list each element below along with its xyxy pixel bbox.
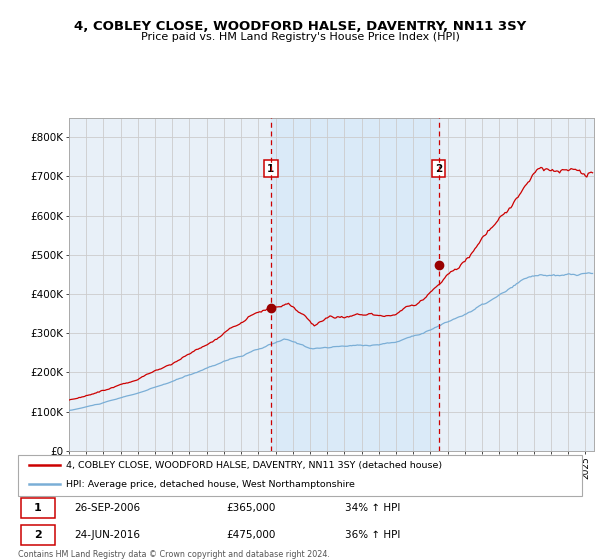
Text: 4, COBLEY CLOSE, WOODFORD HALSE, DAVENTRY, NN11 3SY: 4, COBLEY CLOSE, WOODFORD HALSE, DAVENTR… — [74, 20, 526, 32]
Text: 36% ↑ HPI: 36% ↑ HPI — [345, 530, 400, 540]
Text: 2: 2 — [435, 164, 442, 174]
FancyBboxPatch shape — [21, 525, 55, 545]
Text: 1: 1 — [34, 503, 41, 514]
Text: 26-SEP-2006: 26-SEP-2006 — [74, 503, 140, 514]
Text: £365,000: £365,000 — [227, 503, 276, 514]
FancyBboxPatch shape — [21, 498, 55, 519]
Text: HPI: Average price, detached house, West Northamptonshire: HPI: Average price, detached house, West… — [66, 480, 355, 489]
Text: Contains HM Land Registry data © Crown copyright and database right 2024.
This d: Contains HM Land Registry data © Crown c… — [18, 550, 330, 560]
Text: Price paid vs. HM Land Registry's House Price Index (HPI): Price paid vs. HM Land Registry's House … — [140, 32, 460, 42]
Text: 24-JUN-2016: 24-JUN-2016 — [74, 530, 140, 540]
FancyBboxPatch shape — [18, 455, 582, 496]
Text: 2: 2 — [34, 530, 41, 540]
Text: 1: 1 — [267, 164, 275, 174]
Text: 4, COBLEY CLOSE, WOODFORD HALSE, DAVENTRY, NN11 3SY (detached house): 4, COBLEY CLOSE, WOODFORD HALSE, DAVENTR… — [66, 461, 442, 470]
Bar — [271, 118, 439, 451]
Text: 34% ↑ HPI: 34% ↑ HPI — [345, 503, 400, 514]
Text: £475,000: £475,000 — [227, 530, 276, 540]
